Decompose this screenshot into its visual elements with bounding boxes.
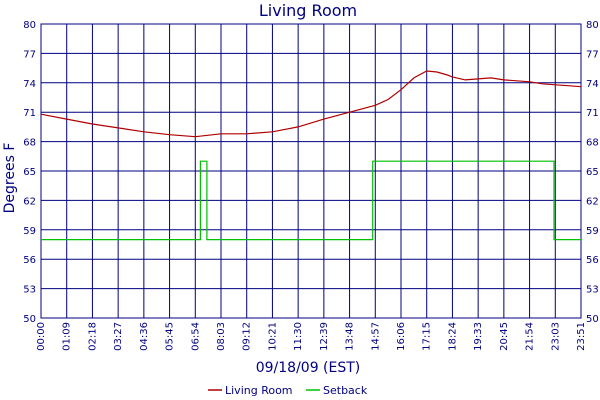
- y-tick-label-right: 53: [586, 285, 599, 296]
- y-tick-label-right: 74: [586, 79, 599, 90]
- x-tick-label: 04:36: [139, 322, 150, 351]
- x-tick-label: 23:51: [576, 322, 587, 351]
- legend-label-setback: Setback: [323, 384, 368, 397]
- y-tick-label-right: 68: [586, 138, 599, 149]
- x-tick-label: 17:15: [422, 322, 433, 351]
- y-tick-label-right: 65: [586, 167, 599, 178]
- y-tick-label-left: 80: [23, 20, 36, 31]
- y-tick-label-right: 71: [586, 108, 599, 119]
- y-tick-label-right: 77: [586, 49, 599, 60]
- x-tick-label: 12:39: [319, 322, 330, 351]
- legend-label-living-room: Living Room: [225, 384, 293, 397]
- x-tick-label: 23:03: [550, 322, 561, 351]
- x-tick-label: 21:54: [525, 322, 536, 351]
- x-tick-label: 00:00: [36, 322, 47, 351]
- y-tick-label-right: 62: [586, 196, 599, 207]
- y-axis-left: 50 53 56 59 62 65 68 71 74 77 80: [23, 20, 36, 325]
- x-axis: 00:00 01:09 02:18 03:27 04:36 05:45 06:54 08:03…: [36, 322, 587, 351]
- y-tick-label-left: 71: [23, 108, 36, 119]
- x-tick-label: 03:27: [113, 322, 124, 351]
- y-tick-label-right: 80: [586, 20, 599, 31]
- y-tick-label-right: 59: [586, 226, 599, 237]
- y-axis-label: Degrees F: [2, 143, 18, 214]
- y-tick-label-right: 50: [586, 314, 599, 325]
- y-tick-label-right: 56: [586, 255, 599, 266]
- y-tick-label-left: 74: [23, 79, 36, 90]
- x-tick-label: 08:03: [216, 322, 227, 351]
- chart-title: Living Room: [259, 1, 357, 20]
- y-tick-label-left: 56: [23, 255, 36, 266]
- x-tick-label: 16:06: [396, 322, 407, 351]
- y-tick-label-left: 68: [23, 138, 36, 149]
- y-axis-right: 50 53 56 59 62 65 68 71 74 77 80: [586, 20, 599, 325]
- legend: Living Room Setback: [208, 384, 368, 397]
- x-tick-label: 05:45: [165, 322, 176, 351]
- x-tick-label: 09:12: [242, 322, 253, 351]
- x-tick-label: 06:54: [190, 322, 201, 351]
- x-axis-label: 09/18/09 (EST): [256, 360, 361, 376]
- y-tick-label-left: 62: [23, 196, 36, 207]
- x-tick-label: 19:33: [473, 322, 484, 351]
- y-tick-label-left: 53: [23, 285, 36, 296]
- y-tick-label-left: 59: [23, 226, 36, 237]
- x-tick-label: 11:30: [293, 322, 304, 351]
- y-tick-label-left: 77: [23, 49, 36, 60]
- x-tick-label: 01:09: [62, 322, 73, 351]
- series-line-setback: [41, 160, 581, 241]
- grid: [40, 23, 582, 319]
- series-group: [40, 70, 582, 241]
- x-tick-label: 20:45: [499, 322, 510, 351]
- series-line-living-room: [40, 70, 582, 138]
- x-tick-label: 02:18: [87, 322, 98, 351]
- x-tick-label: 14:57: [370, 322, 381, 351]
- y-tick-label-left: 65: [23, 167, 36, 178]
- x-tick-label: 13:48: [345, 322, 356, 351]
- x-tick-label: 18:24: [447, 322, 458, 351]
- x-tick-label: 10:21: [267, 322, 278, 351]
- y-tick-label-left: 50: [23, 314, 36, 325]
